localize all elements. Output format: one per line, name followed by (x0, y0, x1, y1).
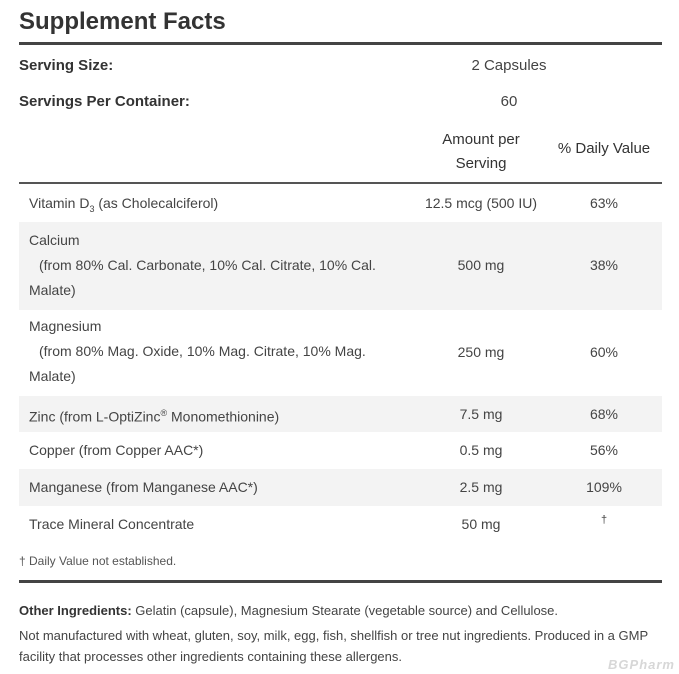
nutrient-daily-value: 56% (589, 442, 619, 458)
amount-per-serving-header: Amount per Serving (414, 128, 548, 176)
daily-value-header: % Daily Value (557, 140, 651, 157)
title-divider (19, 42, 662, 45)
table-row: Manganese (from Manganese AAC*) 2.5 mg 1… (19, 469, 662, 506)
servings-per-container-row: Servings Per Container: 60 (19, 93, 662, 129)
nutrient-daily-value: 38% (589, 257, 619, 273)
nutrient-amount: 500 mg (457, 257, 505, 273)
table-row: Calcium (from 80% Cal. Carbonate, 10% Ca… (19, 222, 662, 310)
page-title: Supplement Facts (19, 8, 226, 35)
watermark: BGPharm (608, 657, 675, 672)
nutrient-amount: 7.5 mg (459, 406, 503, 422)
allergen-note: Not manufactured with wheat, gluten, soy… (19, 628, 648, 664)
servings-per-container-value: 60 (500, 93, 518, 110)
nutrient-name: Trace Mineral Concentrate (29, 516, 195, 532)
nutrient-amount: 2.5 mg (459, 479, 503, 495)
nutrient-daily-value: 68% (589, 406, 619, 422)
nutrient-daily-value: 109% (586, 479, 622, 495)
nutrient-name: Zinc (from L-OptiZinc® Monomethionine) (29, 408, 280, 425)
nutrient-name: Magnesium (from 80% Mag. Oxide, 10% Mag.… (29, 318, 366, 384)
nutrient-daily-value: † (600, 514, 608, 526)
table-row: Magnesium (from 80% Mag. Oxide, 10% Mag.… (19, 310, 662, 396)
footnote: † Daily Value not established. (19, 554, 177, 568)
serving-size-label: Serving Size: (19, 57, 114, 74)
table-row: Vitamin D3 (as Cholecalciferol) 12.5 mcg… (19, 185, 662, 221)
header-divider (19, 182, 662, 184)
nutrient-amount: 50 mg (461, 516, 501, 532)
table-row: Copper (from Copper AAC*) 0.5 mg 56% (19, 432, 662, 469)
nutrient-amount: 250 mg (457, 344, 505, 360)
table-row: Trace Mineral Concentrate 50 mg † (19, 506, 662, 543)
footer-divider (19, 580, 662, 583)
nutrient-name: Manganese (from Manganese AAC*) (29, 479, 258, 495)
nutrient-amount: 12.5 mcg (500 IU) (424, 195, 538, 211)
amount-header-line2: Serving (455, 155, 507, 172)
serving-size-row: Serving Size: 2 Capsules (19, 57, 662, 93)
nutrient-daily-value: 63% (589, 195, 619, 211)
serving-size-value: 2 Capsules (471, 57, 547, 74)
nutrient-daily-value: 60% (589, 344, 619, 360)
nutrient-name: Copper (from Copper AAC*) (29, 442, 204, 458)
servings-per-container-label: Servings Per Container: (19, 93, 190, 110)
other-ingredients-label: Other Ingredients: (19, 603, 132, 618)
other-ingredients: Other Ingredients: Gelatin (capsule), Ma… (19, 600, 662, 622)
nutrient-name: Vitamin D3 (as Cholecalciferol) (29, 195, 219, 214)
other-ingredients-text: Gelatin (capsule), Magnesium Stearate (v… (131, 603, 559, 618)
amount-header-line1: Amount per (442, 131, 520, 148)
table-row: Zinc (from L-OptiZinc® Monomethionine) 7… (19, 396, 662, 432)
nutrient-amount: 0.5 mg (459, 442, 503, 458)
nutrient-name: Calcium (from 80% Cal. Carbonate, 10% Ca… (29, 232, 376, 298)
